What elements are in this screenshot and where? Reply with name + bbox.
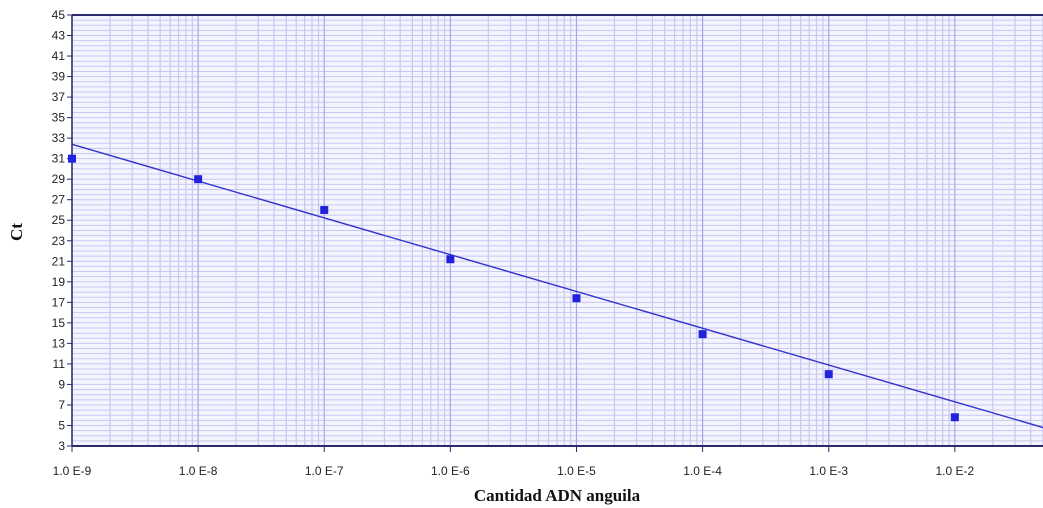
data-point bbox=[68, 154, 76, 163]
y-tick-label: 39 bbox=[52, 70, 66, 84]
data-point bbox=[446, 255, 455, 264]
data-point bbox=[320, 205, 329, 214]
y-tick-label: 15 bbox=[52, 316, 66, 330]
y-tick-label: 3 bbox=[58, 439, 65, 453]
x-axis-ticks: 1.0 E-9 1.0 E-8 1.0 E-7 1.0 E-6 1.0 E-5 1.0 E… bbox=[53, 446, 975, 478]
y-axis-title: Ct bbox=[7, 223, 26, 241]
x-tick-label: 1.0 E-2 bbox=[935, 464, 974, 478]
y-tick-label: 37 bbox=[52, 90, 66, 104]
y-tick-label: 25 bbox=[52, 213, 66, 227]
data-point bbox=[950, 413, 959, 422]
y-tick-label: 35 bbox=[52, 111, 66, 125]
trendline bbox=[71, 143, 1043, 429]
y-tick-label: 11 bbox=[53, 357, 66, 371]
grid bbox=[71, 14, 1043, 447]
y-tick-label: 17 bbox=[52, 295, 66, 309]
x-tick-label: 1.0 E-5 bbox=[557, 464, 596, 478]
y-tick-label: 45 bbox=[52, 8, 66, 22]
data-points bbox=[68, 154, 959, 422]
x-tick-label: 1.0 E-9 bbox=[53, 464, 92, 478]
y-tick-label: 7 bbox=[58, 398, 65, 412]
x-axis-title: Cantidad ADN anguila bbox=[474, 486, 641, 505]
data-point bbox=[194, 175, 203, 184]
data-point bbox=[824, 370, 833, 379]
y-tick-label: 31 bbox=[52, 152, 66, 166]
y-tick-label: 9 bbox=[58, 377, 65, 391]
y-tick-label: 41 bbox=[52, 49, 66, 63]
x-tick-label: 1.0 E-6 bbox=[431, 464, 470, 478]
y-tick-label: 21 bbox=[52, 254, 66, 268]
y-tick-label: 43 bbox=[52, 29, 66, 43]
y-tick-label: 23 bbox=[52, 234, 66, 248]
y-tick-label: 5 bbox=[58, 418, 65, 432]
x-tick-label: 1.0 E-3 bbox=[809, 464, 848, 478]
x-tick-label: 1.0 E-8 bbox=[179, 464, 218, 478]
y-tick-label: 13 bbox=[52, 336, 66, 350]
y-tick-label: 19 bbox=[52, 275, 66, 289]
x-tick-label: 1.0 E-7 bbox=[305, 464, 344, 478]
y-tick-label: 27 bbox=[52, 193, 66, 207]
y-tick-label: 33 bbox=[52, 131, 66, 145]
x-tick-label: 1.0 E-4 bbox=[683, 464, 722, 478]
data-point bbox=[572, 294, 581, 303]
y-tick-label: 29 bbox=[52, 172, 66, 186]
data-point bbox=[698, 330, 707, 339]
